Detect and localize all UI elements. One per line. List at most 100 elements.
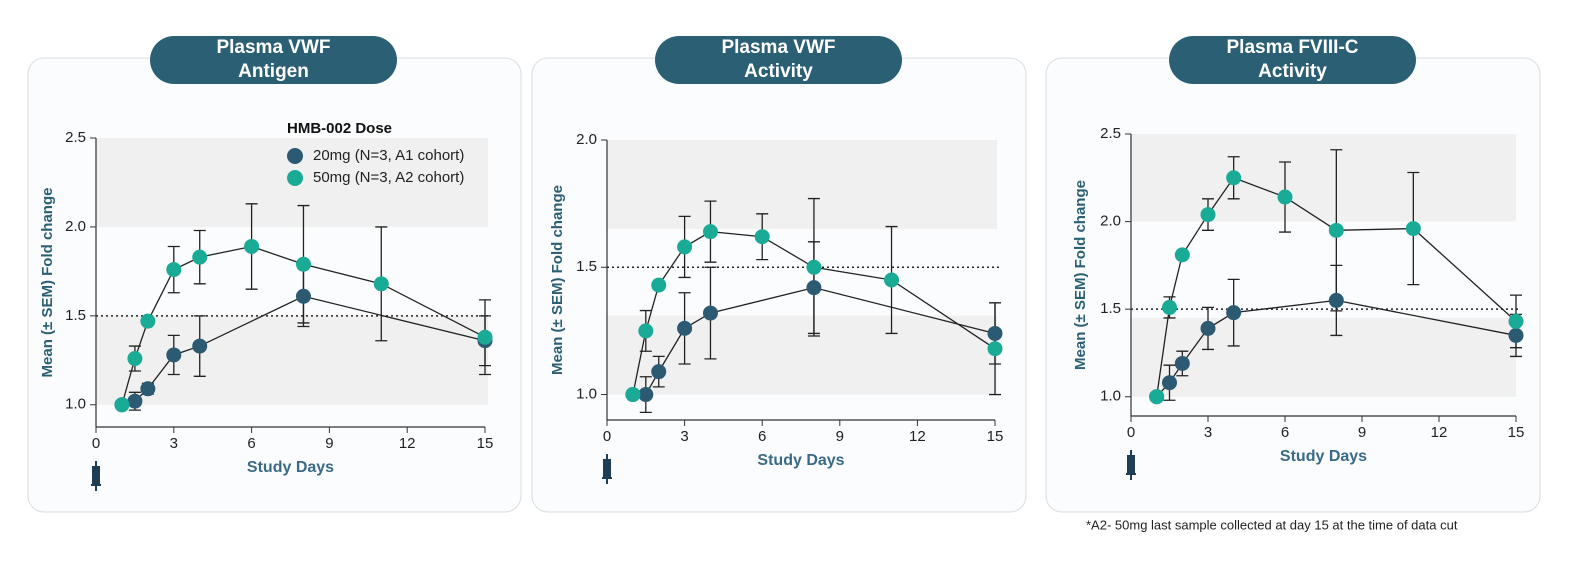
data-point — [166, 347, 182, 363]
data-point — [1174, 247, 1190, 263]
legend-marker — [287, 148, 303, 164]
chart-title: Activity — [744, 61, 813, 82]
x-tick-label: 3 — [170, 435, 178, 452]
syringe-icon — [602, 454, 612, 484]
data-point — [754, 229, 770, 245]
y-tick-label: 1.5 — [1100, 300, 1121, 317]
x-tick-label: 6 — [247, 435, 255, 452]
data-point — [702, 224, 718, 240]
data-point — [638, 387, 654, 403]
data-point — [1149, 389, 1165, 405]
data-point — [651, 364, 667, 380]
shaded-range — [1131, 134, 1516, 222]
chart-title: Plasma FVIII-C — [1227, 37, 1359, 58]
y-axis-label: Mean (± SEM) Fold change — [1072, 180, 1089, 370]
chart-title: Antigen — [238, 61, 309, 82]
data-point — [1162, 299, 1177, 315]
data-point — [987, 341, 1003, 357]
data-point — [1174, 355, 1190, 371]
x-tick-label: 15 — [477, 435, 494, 452]
data-point — [114, 397, 130, 413]
data-point — [1328, 222, 1344, 238]
data-point — [1200, 320, 1216, 336]
chart-title: Plasma VWF — [721, 37, 835, 58]
data-point — [638, 323, 654, 339]
data-point — [1508, 327, 1524, 343]
y-tick-label: 1.0 — [576, 386, 597, 403]
data-point — [295, 288, 311, 304]
data-point — [702, 305, 718, 321]
legend-label: 20mg (N=3, A1 cohort) — [313, 147, 464, 164]
y-tick-label: 2.5 — [65, 129, 86, 146]
x-tick-label: 9 — [325, 435, 333, 452]
data-point — [166, 262, 182, 278]
data-point — [651, 277, 667, 293]
chart-title: Activity — [1258, 61, 1327, 82]
y-tick-label: 1.5 — [576, 258, 597, 275]
syringe-icon — [1126, 450, 1136, 480]
data-point — [806, 280, 822, 296]
data-point — [677, 320, 693, 336]
y-tick-label: 2.0 — [576, 131, 597, 148]
chart-title: Plasma VWF — [216, 37, 330, 58]
data-point — [140, 313, 156, 329]
x-tick-label: 6 — [758, 428, 766, 445]
data-point — [244, 238, 260, 254]
data-point — [1162, 375, 1177, 391]
data-point — [1226, 305, 1242, 321]
data-point — [1328, 292, 1344, 308]
x-tick-label: 15 — [987, 428, 1004, 445]
x-tick-label: 12 — [909, 428, 926, 445]
y-tick-label: 1.0 — [1100, 388, 1121, 405]
data-point — [677, 239, 693, 255]
data-point — [127, 393, 143, 409]
data-point — [1200, 207, 1216, 223]
data-point — [127, 351, 143, 367]
data-point — [1277, 189, 1293, 205]
title-pill — [150, 36, 397, 84]
x-tick-label: 0 — [603, 428, 611, 445]
data-point — [373, 276, 389, 292]
shaded-range — [607, 140, 997, 230]
title-pill — [1169, 36, 1416, 84]
legend-label: 50mg (N=3, A2 cohort) — [313, 169, 464, 186]
y-tick-label: 1.0 — [65, 396, 86, 413]
y-axis-label: Mean (± SEM) Fold change — [549, 185, 566, 375]
panel-card — [27, 57, 522, 513]
y-tick-label: 2.0 — [1100, 213, 1121, 230]
data-point — [1508, 313, 1524, 329]
data-point — [884, 272, 900, 288]
x-axis-label: Study Days — [247, 459, 334, 476]
data-point — [625, 387, 641, 403]
x-tick-label: 15 — [1508, 424, 1525, 441]
x-tick-label: 3 — [1204, 424, 1212, 441]
data-point — [1405, 221, 1421, 237]
data-point — [192, 249, 208, 265]
legend-title: HMB-002 Dose — [287, 120, 392, 137]
y-tick-label: 2.0 — [65, 218, 86, 235]
data-point — [987, 325, 1003, 341]
shaded-range — [96, 315, 488, 405]
x-axis-label: Study Days — [757, 452, 844, 469]
data-point — [477, 329, 493, 345]
x-tick-label: 9 — [1358, 424, 1366, 441]
shaded-range — [607, 315, 997, 395]
x-tick-label: 0 — [1127, 424, 1135, 441]
data-point — [192, 338, 208, 354]
data-point — [295, 256, 311, 272]
x-tick-label: 9 — [836, 428, 844, 445]
data-point — [140, 381, 156, 397]
data-point — [806, 259, 822, 275]
data-point — [1226, 170, 1242, 186]
syringe-icon — [91, 461, 101, 491]
legend-marker — [287, 170, 303, 186]
title-pill — [655, 36, 902, 84]
x-tick-label: 12 — [1431, 424, 1448, 441]
shaded-range — [1131, 317, 1516, 397]
x-tick-label: 3 — [680, 428, 688, 445]
x-tick-label: 12 — [399, 435, 416, 452]
y-tick-label: 2.5 — [1100, 125, 1121, 142]
x-tick-label: 6 — [1281, 424, 1289, 441]
